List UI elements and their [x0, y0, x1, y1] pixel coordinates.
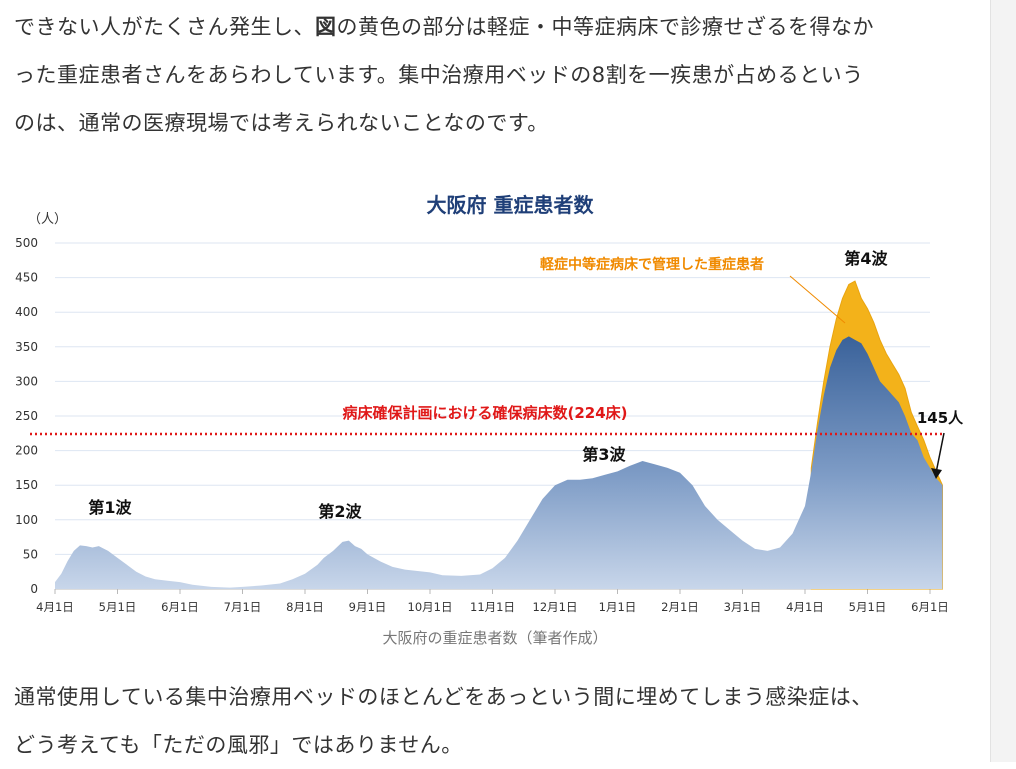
x-tick-label: 11月1日: [470, 600, 515, 614]
yellow-series-label: 軽症中等症病床で管理した重症患者: [540, 256, 764, 273]
wave4-label: 第4波: [844, 249, 888, 268]
y-tick-label: 250: [15, 409, 38, 423]
wave2-label: 第2波: [318, 502, 362, 521]
y-tick-label: 100: [15, 513, 38, 527]
y-tick-label: 50: [23, 547, 38, 561]
y-tick-label: 500: [15, 236, 38, 250]
yellow-leader-line: [789, 275, 846, 324]
chart-svg: 大阪府 重症患者数 （人） 0 50 100 150 200 250 300 350 400 450 5…: [15, 193, 964, 614]
x-tick-label: 4月1日: [786, 600, 824, 614]
outro-paragraph: 通常使用している集中治療用ベッドのほとんどをあっという間に埋めてしまう感染症は、…: [14, 673, 984, 769]
y-tick-label: 450: [15, 271, 38, 285]
x-tick-label: 10月1日: [408, 600, 453, 614]
intro-line-2: った重症患者さんをあらわしています。集中治療用ベッドの8割を一疾患が占めるという: [14, 63, 864, 87]
series-blue-area: [55, 336, 943, 589]
x-tick-label: 2月1日: [661, 600, 699, 614]
x-tick-label: 5月1日: [849, 600, 887, 614]
x-tick-label: 5月1日: [99, 600, 137, 614]
end-value-arrowhead: [931, 468, 942, 479]
y-tick-label: 0: [30, 582, 38, 596]
intro-line-1-post: の黄色の部分は軽症・中等症病床で診療せざるを得なか: [336, 15, 874, 39]
intro-line-3: のは、通常の医療現場では考えられないことなのです。: [14, 111, 549, 135]
y-unit-label: （人）: [28, 212, 67, 227]
intro-paragraph: できない人がたくさん発生し、図の黄色の部分は軽症・中等症病床で診療せざるを得なか…: [14, 3, 984, 147]
x-tick-label: 9月1日: [349, 600, 387, 614]
y-tick-label: 150: [15, 478, 38, 492]
intro-line-1-bold: 図: [315, 15, 337, 39]
y-tick-label: 300: [15, 374, 38, 388]
y-tick-label: 400: [15, 305, 38, 319]
x-tick-label: 8月1日: [286, 600, 324, 614]
wave1-label: 第1波: [88, 498, 132, 517]
y-tick-label: 200: [15, 444, 38, 458]
outro-line-2: どう考えても「ただの風邪」ではありません。: [14, 733, 463, 757]
outro-line-1: 通常使用している集中治療用ベッドのほとんどをあっという間に埋めてしまう感染症は、: [14, 685, 873, 709]
y-tick-label: 350: [15, 340, 38, 354]
intro-line-1: できない人がたくさん発生し、図の黄色の部分は軽症・中等症病床で診療せざるを得なか: [14, 3, 984, 51]
x-tick-label: 3月1日: [724, 600, 762, 614]
x-tick-label: 6月1日: [911, 600, 949, 614]
chart-figure: 大阪府 重症患者数 （人） 0 50 100 150 200 250 300 350 400 450 5…: [0, 168, 990, 668]
x-tick-label: 12月1日: [533, 600, 578, 614]
x-tick-label: 6月1日: [161, 600, 199, 614]
x-tick-label: 1月1日: [599, 600, 637, 614]
x-tick-label: 7月1日: [224, 600, 262, 614]
scrollbar[interactable]: [990, 0, 1016, 762]
wave3-label: 第3波: [582, 445, 626, 464]
reference-line-label: 病床確保計画における確保病床数(224床): [342, 404, 627, 422]
intro-line-1-pre: できない人がたくさん発生し、: [14, 15, 315, 39]
end-value-arrow: [935, 432, 945, 474]
chart-caption: 大阪府の重症患者数（筆者作成）: [382, 629, 608, 647]
x-tick-label: 4月1日: [36, 600, 74, 614]
end-value-label: 145人: [917, 409, 964, 427]
chart-title: 大阪府 重症患者数: [427, 193, 595, 217]
